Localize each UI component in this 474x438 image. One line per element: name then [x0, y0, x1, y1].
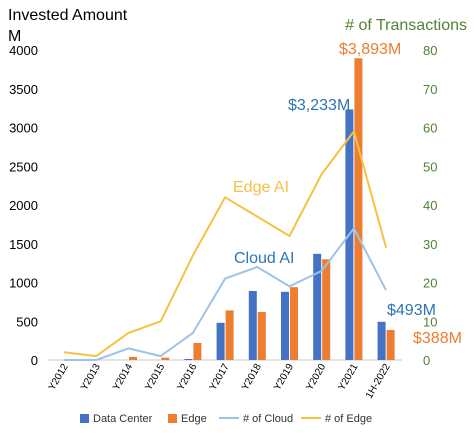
annotation-edge-2022: $388M [413, 330, 462, 347]
bar-data-center-y2018 [248, 291, 257, 360]
x-tick-label-y2015: Y2015 [143, 362, 167, 393]
right-tick-label: 70 [423, 82, 437, 97]
annotation-edge-2021: $3,893M [339, 41, 401, 58]
annotation-dc-2022: $493M [387, 302, 436, 319]
right-tick-label: 20 [423, 276, 437, 291]
annotation-cloud-ai: Cloud AI [234, 250, 294, 267]
x-tick-label-1h-2022: 1H-2022 [364, 362, 393, 401]
right-tick-label: 50 [423, 159, 437, 174]
right-tick-label: 80 [423, 43, 437, 58]
x-tick-label-y2016: Y2016 [176, 362, 200, 393]
left-tick-label: 3000 [9, 121, 38, 136]
lines-group [63, 130, 388, 361]
bar-data-center-1h-2022 [377, 321, 386, 360]
bar-edge-y2018 [257, 311, 266, 360]
right-axis-ticks: 0 10 20 30 40 50 60 70 80 [423, 43, 437, 368]
right-tick-label: 40 [423, 198, 437, 213]
x-tick-label-y2013: Y2013 [79, 362, 103, 393]
x-tick-label-y2017: Y2017 [208, 362, 232, 393]
legend-label-edge-count: # of Edge [325, 413, 372, 425]
right-tick-label: 10 [423, 314, 437, 329]
bar-edge-y2016 [193, 342, 202, 360]
legend-label-cloud: # of Cloud [243, 413, 293, 425]
left-tick-label: 1000 [9, 276, 38, 291]
right-axis-title: # of Transactions [345, 17, 467, 34]
legend-label-data-center: Data Center [93, 413, 153, 425]
bars-group [129, 58, 395, 360]
left-tick-label: 500 [16, 314, 38, 329]
right-tick-label: 30 [423, 237, 437, 252]
left-axis-title-line-2: M [8, 28, 21, 45]
left-tick-label: 0 [31, 353, 38, 368]
bar-data-center-y2016 [184, 359, 193, 360]
legend-swatch-data-center [80, 414, 89, 423]
bar-data-center-y2020 [313, 253, 322, 360]
right-tick-label: 0 [423, 353, 430, 368]
bar-data-center-y2019 [281, 291, 289, 360]
annotation-edge-ai: Edge AI [233, 179, 289, 196]
right-tick-label: 60 [423, 121, 437, 136]
bar-edge-y2015 [161, 357, 170, 360]
line-of-cloud [64, 227, 387, 361]
bar-edge-y2020 [322, 259, 331, 360]
bar-edge-y2014 [129, 356, 137, 360]
left-axis-title-line-1: Invested Amount [8, 7, 128, 24]
bar-edge-y2019 [290, 287, 298, 360]
legend: Data Center Edge # of Cloud # of Edge [80, 413, 372, 425]
x-tick-label-y2021: Y2021 [337, 362, 361, 393]
x-axis-categories: Y2012 Y2013 Y2014 Y2015 Y2016 Y2017 Y2018 Y2019… [47, 362, 393, 401]
legend-label-edge: Edge [181, 413, 207, 425]
bar-data-center-y2017 [216, 322, 225, 360]
x-tick-label-y2020: Y2020 [304, 362, 328, 393]
bar-edge-y2017 [225, 310, 234, 360]
bar-edge-1h-2022 [386, 329, 395, 360]
line-of-edge [63, 130, 388, 358]
annotation-dc-2021: $3,233M [288, 97, 350, 114]
x-tick-label-y2019: Y2019 [272, 362, 296, 393]
legend-swatch-edge [168, 414, 177, 423]
left-tick-label: 3500 [9, 82, 38, 97]
left-tick-label: 2000 [9, 198, 38, 213]
left-tick-label: 1500 [9, 237, 38, 252]
left-tick-label: 4000 [9, 43, 38, 58]
x-tick-label-y2014: Y2014 [111, 362, 135, 393]
left-axis-ticks: 0 500 1000 1500 2000 2500 3000 3500 4000 [9, 43, 38, 368]
bar-edge-y2021 [354, 58, 363, 360]
x-tick-label-y2018: Y2018 [240, 362, 264, 393]
left-tick-label: 2500 [9, 159, 38, 174]
x-tick-label-y2012: Y2012 [47, 362, 71, 393]
